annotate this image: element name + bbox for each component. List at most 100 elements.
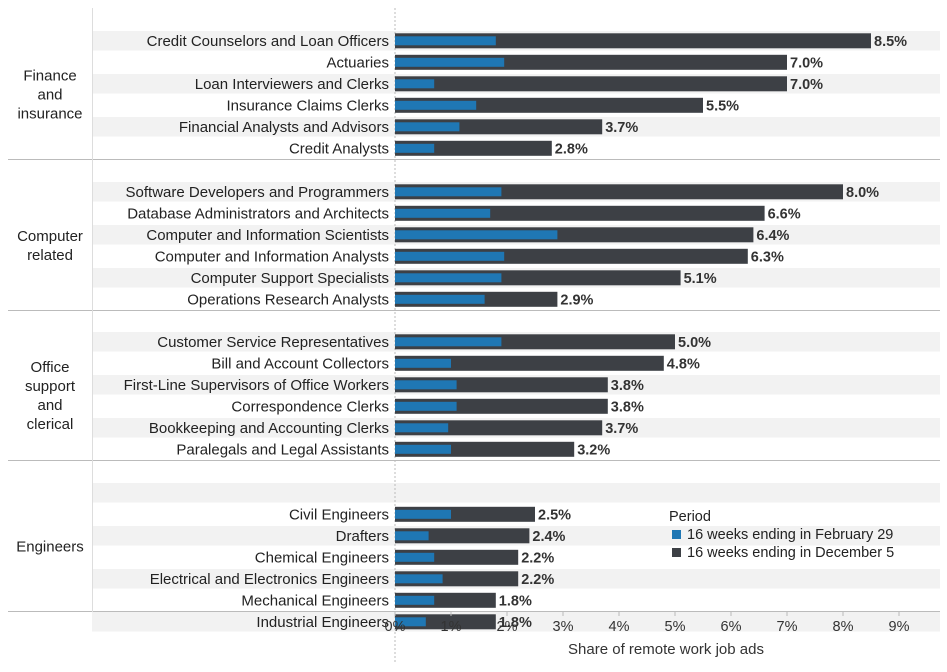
bar-feb: [395, 230, 558, 240]
category-label: Database Administrators and Architects: [127, 205, 389, 222]
group-separators: [8, 8, 940, 612]
x-tick-label: 1%: [441, 619, 462, 635]
group-label: support: [25, 378, 76, 395]
x-tick-label: 2%: [497, 619, 518, 635]
bar-feb: [395, 79, 435, 89]
category-label: Correspondence Clerks: [231, 398, 389, 415]
group-label: clerical: [27, 416, 74, 433]
category-label: Operations Research Analysts: [187, 291, 389, 308]
value-label: 5.5%: [706, 98, 739, 114]
bar-feb: [395, 187, 502, 197]
bar-feb: [395, 36, 496, 46]
category-label: Loan Interviewers and Clerks: [195, 76, 389, 93]
bar-feb: [395, 358, 451, 368]
category-label: Mechanical Engineers: [241, 592, 389, 609]
bar-dec: [395, 184, 843, 200]
x-tick-label: 4%: [609, 619, 630, 635]
category-label: Credit Counselors and Loan Officers: [147, 33, 389, 50]
group-label: and: [37, 87, 62, 104]
bar-feb: [395, 143, 435, 153]
value-label: 5.1%: [684, 271, 717, 287]
bar-feb: [395, 294, 485, 304]
bar-feb: [395, 617, 426, 627]
value-label: 6.4%: [756, 228, 789, 244]
x-tick-label: 5%: [665, 619, 686, 635]
bar-dec: [395, 33, 871, 49]
category-label: First-Line Supervisors of Office Workers: [124, 377, 389, 394]
bar-feb: [395, 423, 449, 433]
group-label: Office: [31, 359, 70, 376]
value-label: 7.0%: [790, 77, 823, 93]
bar-feb: [395, 208, 491, 218]
x-axis-title: Share of remote work job ads: [568, 641, 764, 658]
legend: Period 16 weeks ending in February 29 16 …: [669, 509, 894, 561]
value-label: 1.8%: [499, 615, 532, 631]
value-label: 2.9%: [560, 292, 593, 308]
bar-dec: [395, 355, 664, 371]
category-labels: Credit Counselors and Loan Officers Actua…: [124, 33, 389, 631]
category-label: Computer and Information Analysts: [155, 248, 389, 265]
value-label: 8.5%: [874, 34, 907, 50]
value-label: 4.8%: [667, 356, 700, 372]
category-label: Electrical and Electronics Engineers: [150, 571, 389, 588]
value-label: 2.5%: [538, 507, 571, 523]
group-label: and: [37, 397, 62, 414]
bar-dec: [395, 76, 787, 92]
value-label: 3.8%: [611, 378, 644, 394]
x-tick-label: 7%: [777, 619, 798, 635]
legend-swatch: [672, 530, 681, 539]
bar-feb: [395, 444, 451, 454]
bar-feb: [395, 122, 460, 132]
value-label: 2.2%: [521, 550, 554, 566]
x-axis: 0% 1% 2% 3% 4% 5% 6% 7% 8% 9%: [385, 612, 910, 635]
bar-feb: [395, 595, 435, 605]
group-label: Computer: [17, 228, 83, 245]
bar-feb: [395, 552, 435, 562]
category-label: Software Developers and Programmers: [126, 184, 389, 201]
category-label: Customer Service Representatives: [157, 334, 389, 351]
value-label: 2.2%: [521, 572, 554, 588]
value-label: 5.0%: [678, 335, 711, 351]
value-label: 6.6%: [768, 206, 801, 222]
value-label: 8.0%: [846, 185, 879, 201]
category-label: Paralegals and Legal Assistants: [176, 441, 389, 458]
value-label: 3.2%: [577, 442, 610, 458]
category-label: Civil Engineers: [289, 506, 389, 523]
group-label: Finance: [23, 68, 76, 85]
bar-feb: [395, 531, 429, 541]
bar-feb: [395, 273, 502, 283]
group-label: Engineers: [16, 539, 84, 556]
x-tick-label: 0%: [385, 619, 406, 635]
category-label: Insurance Claims Clerks: [226, 97, 389, 114]
value-label: 1.8%: [499, 593, 532, 609]
bar-feb: [395, 380, 457, 390]
legend-title: Period: [669, 509, 711, 525]
x-tick-label: 6%: [721, 619, 742, 635]
category-label: Actuaries: [326, 54, 389, 71]
value-label: 6.3%: [751, 249, 784, 265]
group-labels: Finance and insurance Computer related Office…: [16, 68, 84, 556]
group-label: related: [27, 247, 73, 264]
legend-swatch: [672, 548, 681, 557]
row-band: [92, 612, 940, 632]
category-label: Drafters: [336, 528, 389, 545]
value-label: 2.4%: [532, 529, 565, 545]
bars: [395, 33, 871, 630]
value-label: 7.0%: [790, 55, 823, 71]
category-label: Chemical Engineers: [255, 549, 389, 566]
category-label: Bookkeeping and Accounting Clerks: [149, 420, 389, 437]
x-tick-label: 3%: [553, 619, 574, 635]
category-label: Bill and Account Collectors: [211, 355, 389, 372]
legend-entry: 16 weeks ending in February 29: [687, 527, 893, 543]
bar-feb: [395, 509, 451, 519]
value-label: 3.7%: [605, 120, 638, 136]
bar-feb: [395, 251, 505, 261]
category-label: Computer Support Specialists: [191, 270, 389, 287]
bar-feb: [395, 100, 477, 110]
category-label: Credit Analysts: [289, 140, 389, 157]
bar-feb: [395, 337, 502, 347]
category-label: Computer and Information Scientists: [146, 227, 389, 244]
value-label: 3.7%: [605, 421, 638, 437]
bar-feb: [395, 574, 443, 584]
group-label: insurance: [17, 106, 82, 123]
